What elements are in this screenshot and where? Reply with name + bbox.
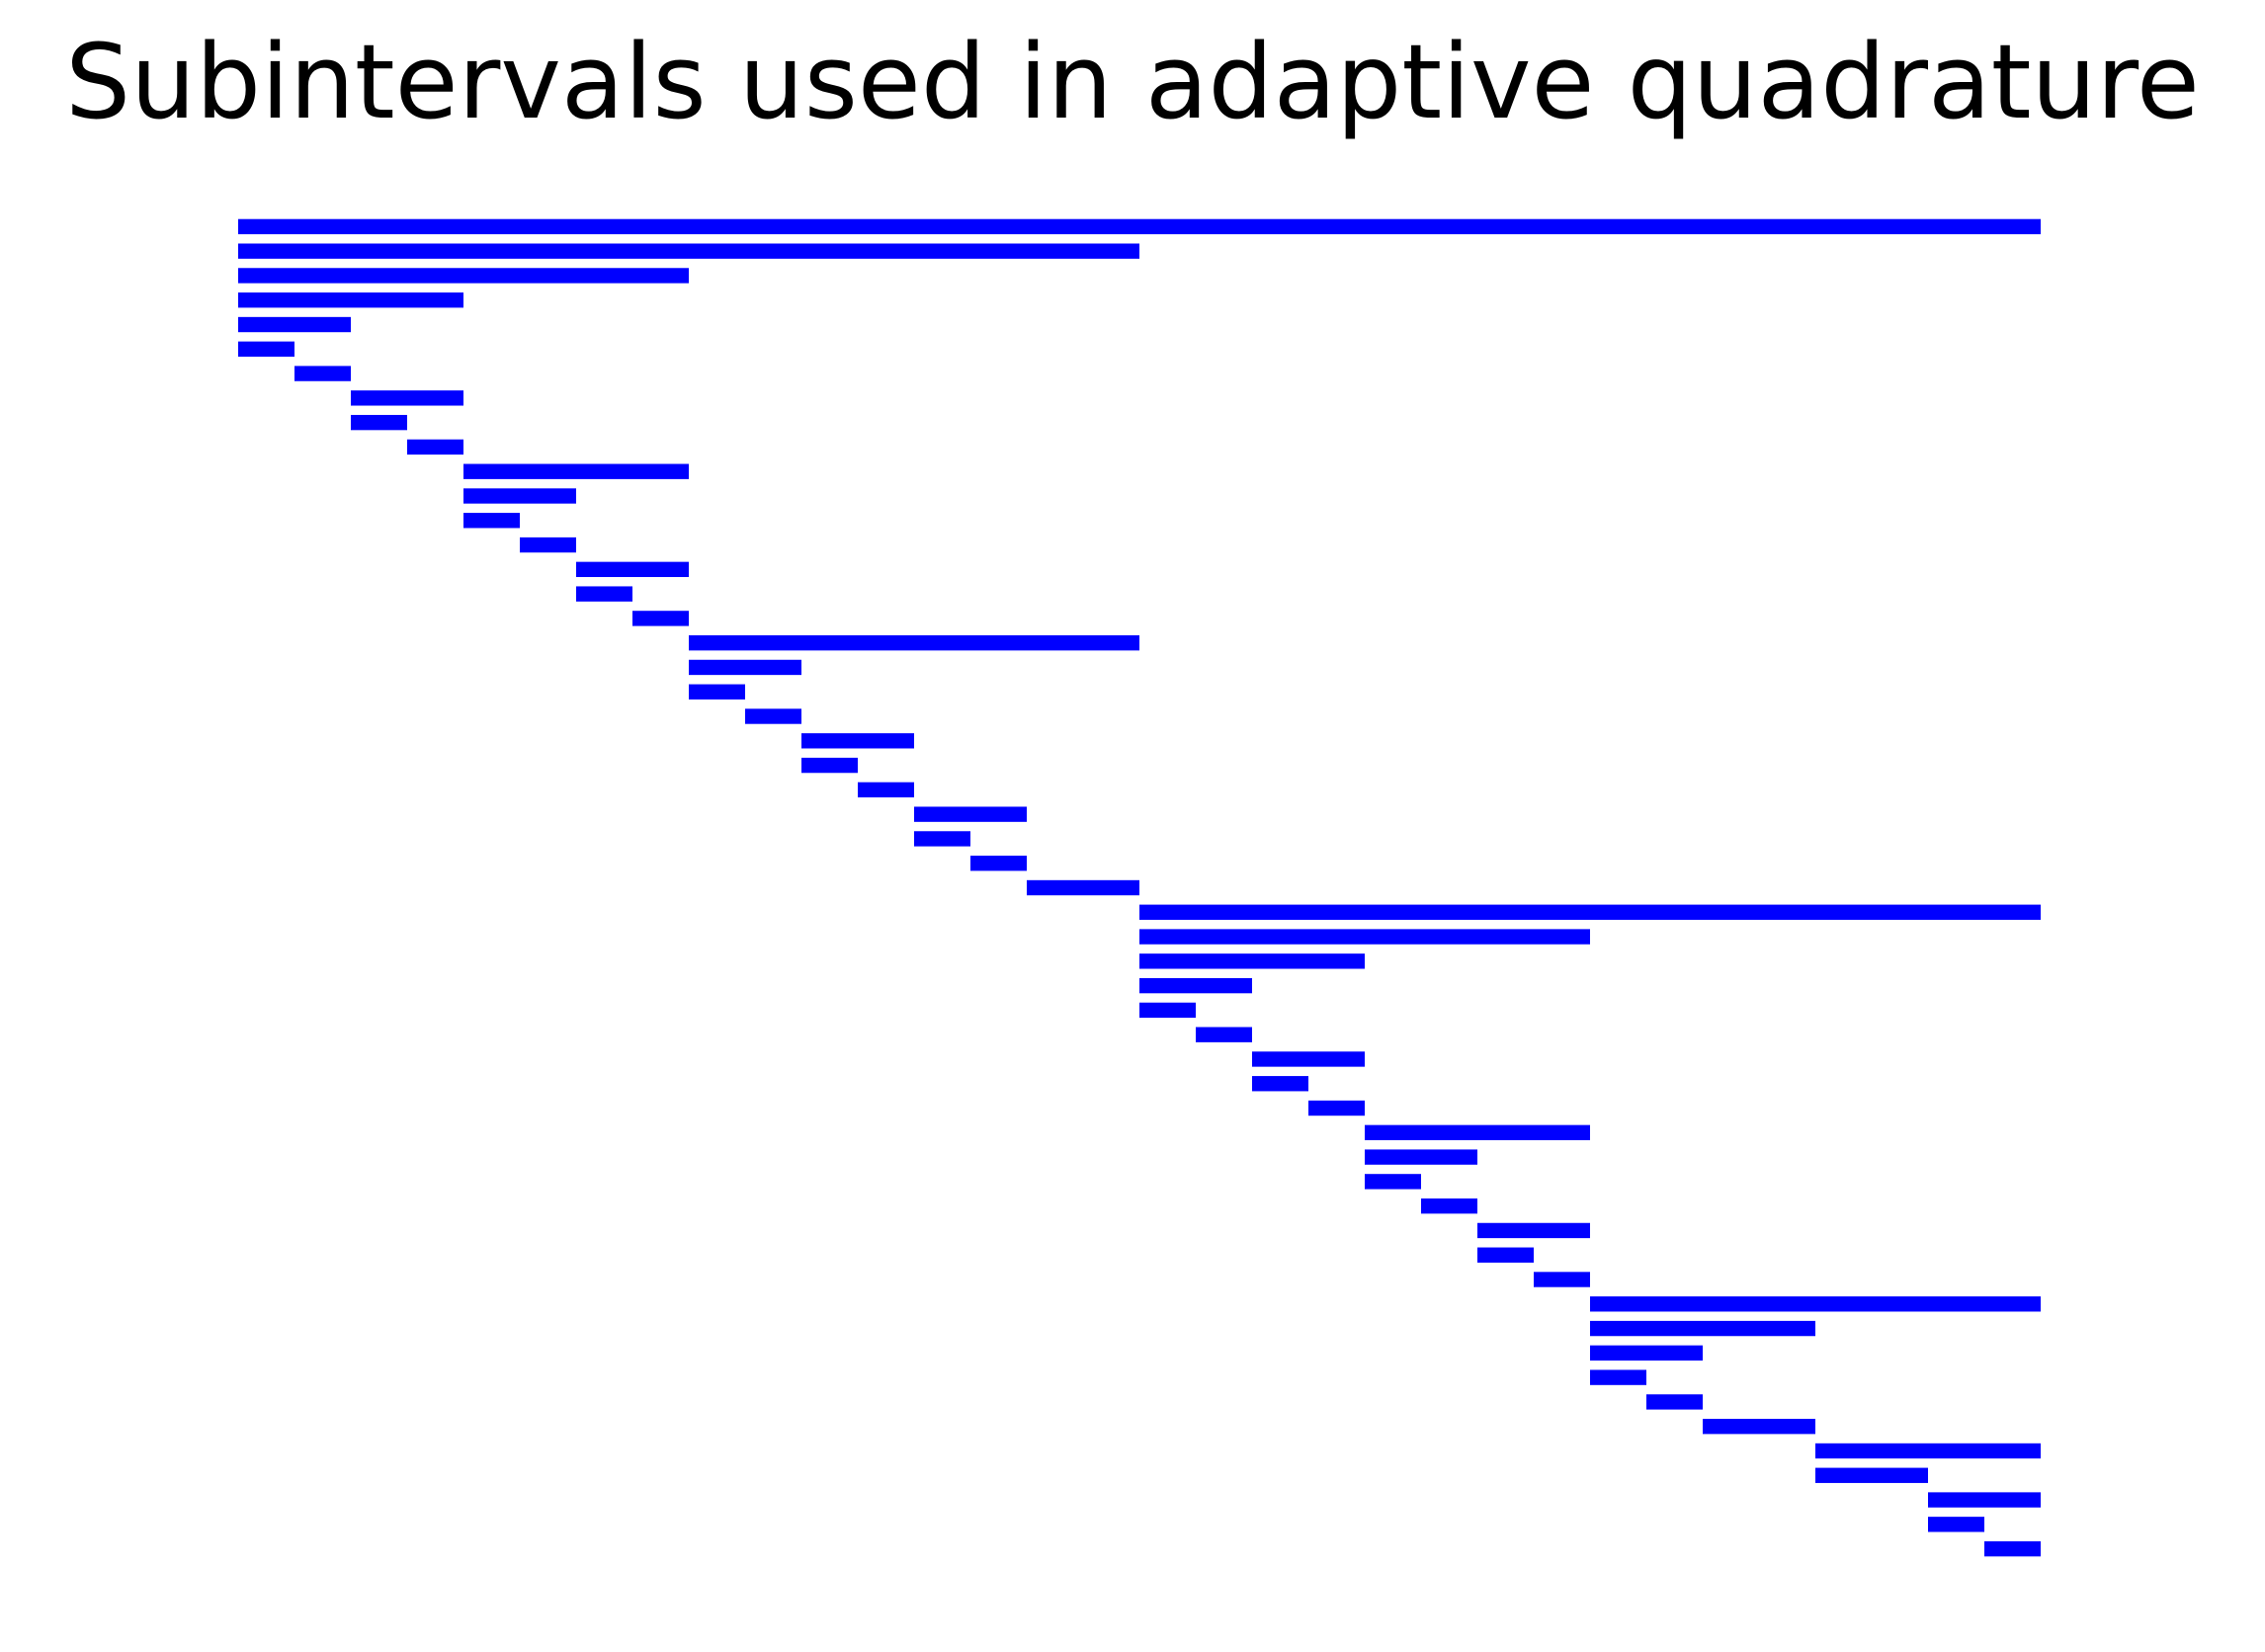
interval-bar: [1703, 1419, 1815, 1435]
interval-bar: [238, 268, 689, 284]
interval-bar: [351, 390, 463, 406]
interval-bar: [463, 463, 689, 479]
interval-bar: [238, 292, 463, 308]
interval-bar: [407, 439, 463, 455]
interval-bar: [801, 757, 858, 774]
interval-bar: [1139, 929, 1590, 945]
interval-bar: [463, 488, 576, 504]
chart-title: Subintervals used in adaptive quadrature: [65, 22, 2200, 142]
interval-bar: [632, 611, 689, 626]
interval-bar: [1477, 1222, 1590, 1239]
interval-bar: [1365, 1174, 1421, 1190]
interval-bar: [858, 782, 914, 798]
interval-bar: [689, 684, 745, 700]
interval-bar: [1252, 1076, 1308, 1092]
interval-bar: [238, 243, 1139, 259]
interval-bar: [1365, 1149, 1477, 1165]
interval-bar: [520, 537, 576, 553]
interval-bar: [689, 635, 1139, 651]
interval-bar: [1308, 1100, 1365, 1116]
interval-bar: [1365, 1124, 1590, 1140]
interval-bar: [970, 856, 1027, 871]
interval-bar: [1027, 879, 1139, 896]
interval-bar: [238, 341, 294, 357]
interval-bar: [1139, 1002, 1196, 1019]
interval-bar: [1139, 953, 1365, 969]
interval-bar: [238, 316, 351, 333]
interval-bar: [914, 831, 970, 847]
interval-bar: [1421, 1198, 1477, 1214]
interval-bar: [1139, 904, 2041, 920]
interval-bar: [576, 586, 632, 602]
interval-bar: [1534, 1272, 1590, 1287]
interval-bar: [801, 733, 914, 749]
interval-bar: [1815, 1467, 1928, 1483]
interval-bar: [1252, 1051, 1365, 1067]
interval-bar: [1590, 1296, 2041, 1312]
interval-bar: [1815, 1443, 2041, 1459]
interval-bar: [1196, 1027, 1252, 1042]
interval-bar: [1590, 1369, 1646, 1385]
interval-bar: [1590, 1320, 1815, 1337]
interval-bar: [745, 708, 801, 724]
interval-bar: [914, 806, 1027, 822]
interval-bar: [1139, 977, 1252, 994]
interval-bar: [238, 218, 2041, 235]
interval-bar: [351, 414, 407, 431]
interval-bar: [576, 561, 689, 578]
interval-bar: [1477, 1247, 1534, 1263]
interval-bar: [1984, 1540, 2041, 1557]
interval-bar: [1928, 1492, 2041, 1508]
interval-bar: [1928, 1517, 1984, 1532]
interval-bar: [294, 366, 351, 381]
interval-bar: [1590, 1345, 1703, 1362]
interval-bar: [463, 513, 520, 529]
interval-bar: [1646, 1394, 1703, 1410]
interval-bars: [238, 218, 2041, 1557]
interval-bar: [689, 659, 801, 676]
